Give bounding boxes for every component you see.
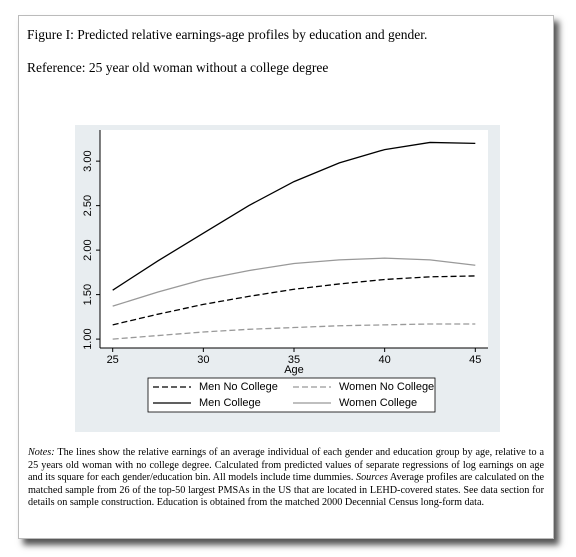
legend-label: Men College xyxy=(199,397,261,409)
x-tick-label: 45 xyxy=(469,354,481,366)
legend-label: Women College xyxy=(339,397,417,409)
series-line xyxy=(112,275,476,326)
plot-area xyxy=(100,130,488,348)
y-tick-label: 3.00 xyxy=(82,150,94,171)
sources-label: Sources xyxy=(355,472,388,483)
y-tick-label: 2.50 xyxy=(82,195,94,216)
y-tick-label: 1.50 xyxy=(82,284,94,305)
sources-text: Average profiles are calculated on the m… xyxy=(28,472,544,508)
x-tick-label: 35 xyxy=(288,354,300,366)
legend-label: Women No College xyxy=(339,381,434,393)
legend-label: Men No College xyxy=(199,381,278,393)
notes-label: Notes: xyxy=(28,447,55,458)
series-line xyxy=(112,257,476,307)
y-tick-label: 2.00 xyxy=(82,239,94,260)
x-axis-label: Age xyxy=(284,364,304,376)
series-line xyxy=(112,323,476,340)
notes: Notes: The lines show the relative earni… xyxy=(28,447,544,510)
x-tick-label: 40 xyxy=(379,354,391,366)
series-line xyxy=(112,141,476,291)
legend-box xyxy=(147,377,436,413)
reference-note: Reference: 25 year old woman without a c… xyxy=(27,60,329,75)
x-tick-label: 25 xyxy=(107,354,119,366)
y-tick-label: 1.00 xyxy=(82,328,94,349)
figure-title: Figure I: Predicted relative earnings-ag… xyxy=(27,27,428,42)
notes-text: The lines show the relative earnings of … xyxy=(28,447,544,483)
x-tick-label: 30 xyxy=(197,354,209,366)
